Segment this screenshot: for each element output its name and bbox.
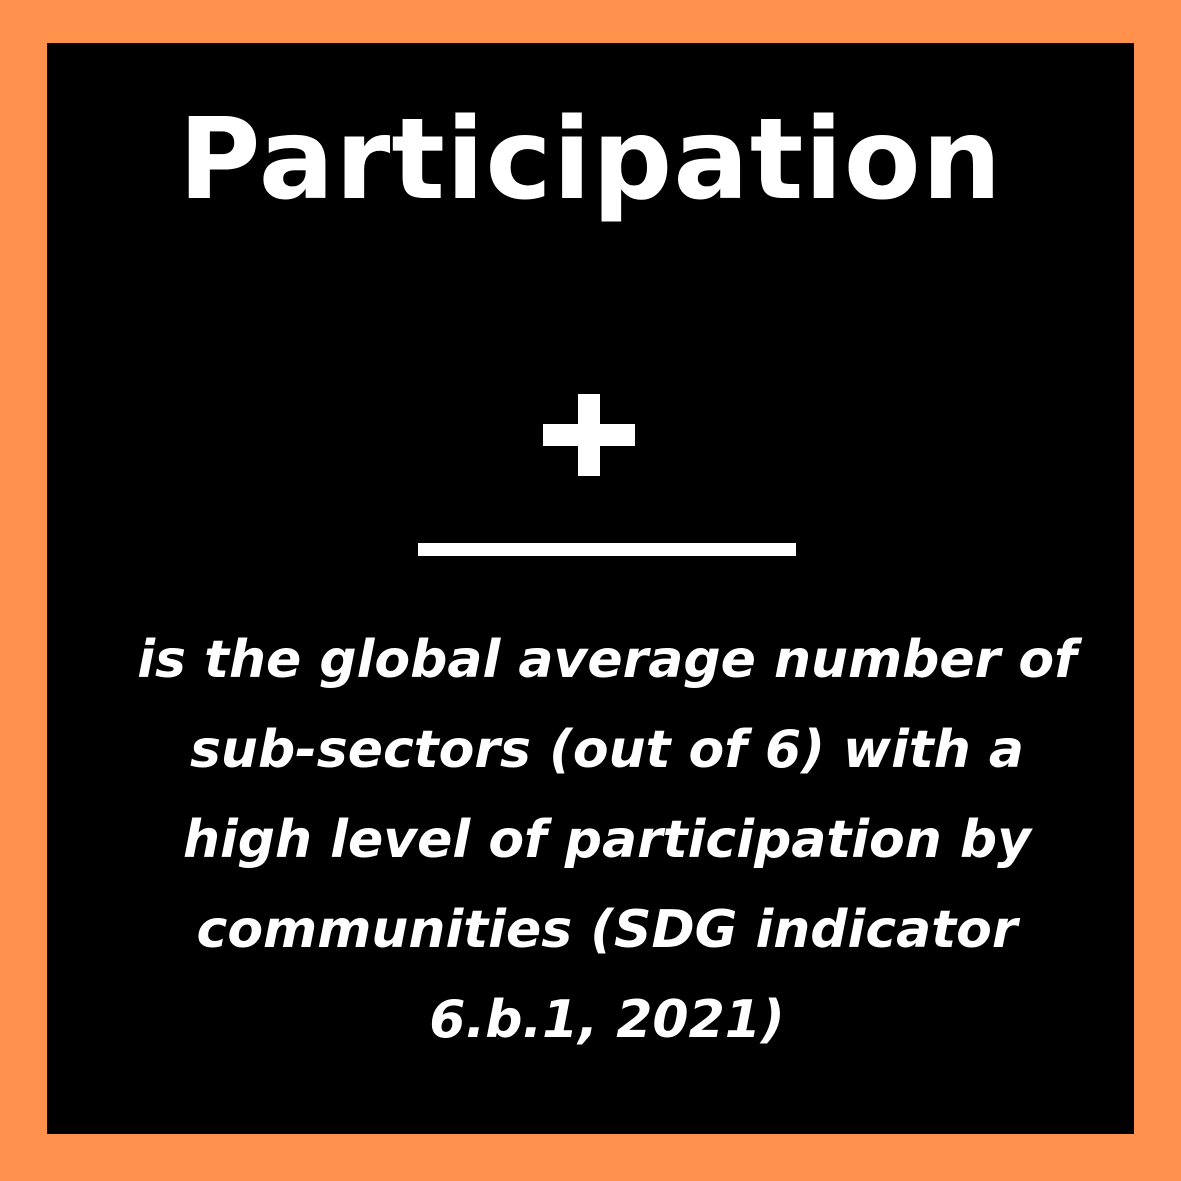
divider-line: [418, 543, 796, 556]
black-panel: Participation is the global average numb…: [47, 43, 1134, 1134]
plus-icon-vertical-bar: [578, 394, 600, 476]
title: Participation: [178, 95, 1003, 225]
description: is the global average number of sub-sect…: [137, 630, 1077, 1050]
plus-icon: [543, 394, 635, 476]
